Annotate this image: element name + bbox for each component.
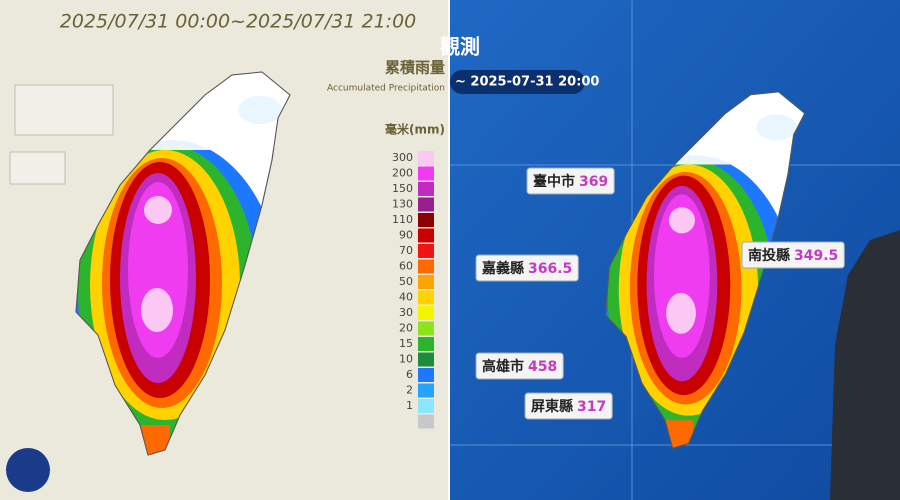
- legend-swatch: [418, 151, 434, 165]
- inset-box: [14, 84, 114, 136]
- legend-label: 2: [406, 384, 413, 397]
- legend-label: 60: [399, 260, 413, 273]
- legend-label: 40: [399, 291, 413, 304]
- legend-subtitle: Accumulated Precipitation: [327, 84, 445, 94]
- legend-swatch: [418, 259, 434, 274]
- legend-swatch: [418, 368, 434, 382]
- legend-label: 150: [392, 182, 413, 195]
- label-box: [475, 254, 579, 282]
- city-label: 屏東縣 317: [524, 392, 613, 420]
- legend-swatch: [418, 337, 434, 351]
- legend-label: 110: [392, 213, 413, 226]
- tv-heading: 觀測: [440, 35, 480, 59]
- legend-swatch: [418, 275, 434, 289]
- city-name: 臺中市: [533, 173, 575, 190]
- logo: [6, 448, 50, 492]
- city-name: 屏東縣: [531, 398, 573, 415]
- legend-label: 200: [392, 167, 413, 180]
- time-badge: [450, 70, 585, 94]
- legend-label: 20: [399, 322, 413, 335]
- city-label: 南投縣 349.5: [741, 241, 845, 269]
- legend-label: 90: [399, 229, 413, 242]
- legend-swatch: [418, 182, 434, 196]
- city-value: 317: [577, 399, 606, 415]
- legend-title: 累積雨量: [385, 59, 445, 77]
- city-value: 369: [579, 174, 608, 190]
- city-label: 高雄市 458: [475, 352, 564, 380]
- label-box: [741, 241, 845, 269]
- legend-swatch: [418, 197, 434, 212]
- city-label: 臺中市 369: [526, 167, 615, 195]
- inset-box: [9, 151, 66, 185]
- city-value: 349.5: [794, 248, 838, 264]
- legend-swatch: [418, 306, 434, 320]
- legend-unit: 毫米(mm): [385, 122, 445, 137]
- presenter: [830, 230, 900, 500]
- legend-label: 70: [399, 244, 413, 257]
- legend-label: 6: [406, 368, 413, 381]
- legend-swatch: [418, 352, 434, 367]
- city-value: 458: [528, 359, 557, 375]
- city-name: 南投縣: [748, 247, 790, 264]
- city-name: 高雄市: [482, 358, 524, 375]
- map-title: 2025/07/31 00:00~2025/07/31 21:00: [60, 11, 417, 33]
- legend-swatch: [418, 244, 434, 258]
- legend-label: 130: [392, 198, 413, 211]
- legend-swatch: [418, 399, 434, 413]
- city-value: 366.5: [528, 261, 572, 277]
- label-box: [524, 392, 613, 420]
- legend-swatch: [418, 383, 434, 398]
- legend-swatch: [418, 321, 434, 336]
- legend-label: 1: [406, 399, 413, 412]
- legend-swatch-none: [418, 414, 434, 429]
- city-label: 嘉義縣 366.5: [475, 254, 579, 282]
- city-name: 嘉義縣: [481, 260, 524, 277]
- legend-label: 50: [399, 275, 413, 288]
- legend-label: 15: [399, 337, 413, 350]
- label-box: [526, 167, 615, 195]
- tv-time: ~ 2025-07-31 20:00: [455, 75, 599, 90]
- legend-swatch: [418, 213, 434, 227]
- legend-label: 300: [392, 151, 413, 164]
- legend-swatch: [418, 166, 434, 181]
- label-box: [475, 352, 564, 380]
- legend-label: 10: [399, 353, 413, 366]
- legend-swatch: [418, 290, 434, 305]
- legend-swatch: [418, 228, 434, 243]
- legend-label: 30: [399, 306, 413, 319]
